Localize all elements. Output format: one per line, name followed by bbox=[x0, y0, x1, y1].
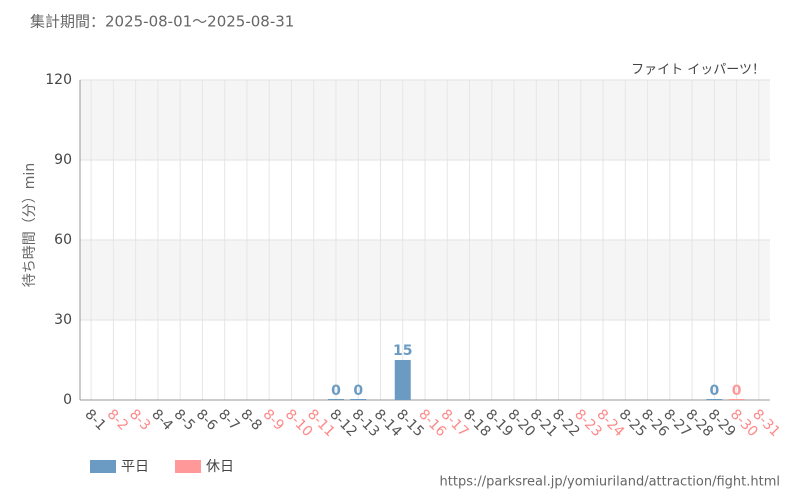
y-tick-label: 90 bbox=[54, 152, 72, 168]
bar bbox=[350, 399, 367, 400]
value-label: 0 bbox=[353, 383, 363, 399]
y-tick-label: 30 bbox=[54, 312, 72, 328]
value-label: 0 bbox=[709, 383, 719, 399]
legend-label: 平日 bbox=[121, 459, 149, 475]
x-tick-label: 8-9 bbox=[260, 406, 287, 433]
y-tick-label: 60 bbox=[54, 232, 72, 248]
legend-label: 休日 bbox=[206, 459, 234, 475]
x-tick-label: 8-7 bbox=[215, 406, 242, 433]
legend-swatch bbox=[90, 460, 116, 473]
value-label: 0 bbox=[331, 383, 341, 399]
x-tick-label: 8-3 bbox=[126, 406, 153, 433]
source: https://parksreal.jp/yomiuriland/attract… bbox=[440, 475, 780, 490]
y-tick-label: 120 bbox=[45, 72, 72, 88]
chart-title: 集計期間：2025-08-01～2025-08-31 bbox=[30, 13, 294, 31]
bar bbox=[327, 399, 344, 400]
annotation: ファイト イッパーツ！ bbox=[631, 63, 765, 78]
x-tick-label: 8-8 bbox=[237, 406, 264, 433]
y-tick-label: 0 bbox=[63, 392, 72, 408]
x-tick-label: 8-5 bbox=[171, 406, 198, 433]
value-label: 0 bbox=[732, 383, 742, 399]
bar bbox=[728, 399, 745, 400]
x-tick-label: 8-4 bbox=[148, 406, 176, 434]
x-tick-label: 8-2 bbox=[104, 406, 131, 433]
bar bbox=[706, 399, 723, 400]
x-tick-label: 8-1 bbox=[81, 406, 108, 433]
bar bbox=[394, 360, 411, 400]
legend-swatch bbox=[175, 460, 201, 473]
x-tick-label: 8-6 bbox=[193, 406, 221, 434]
value-label: 15 bbox=[393, 343, 412, 359]
y-axis-label: 待ち時間（分）min bbox=[22, 163, 38, 287]
